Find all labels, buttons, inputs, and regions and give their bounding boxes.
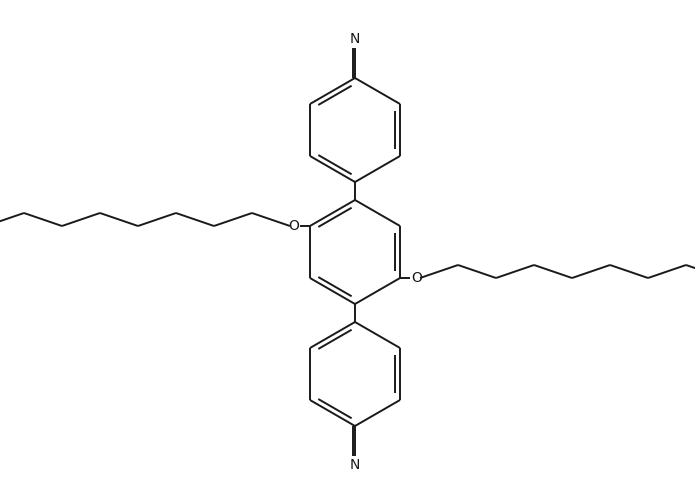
Text: N: N xyxy=(350,458,360,472)
Text: O: O xyxy=(288,219,299,233)
Text: N: N xyxy=(350,32,360,46)
Text: O: O xyxy=(411,271,422,285)
